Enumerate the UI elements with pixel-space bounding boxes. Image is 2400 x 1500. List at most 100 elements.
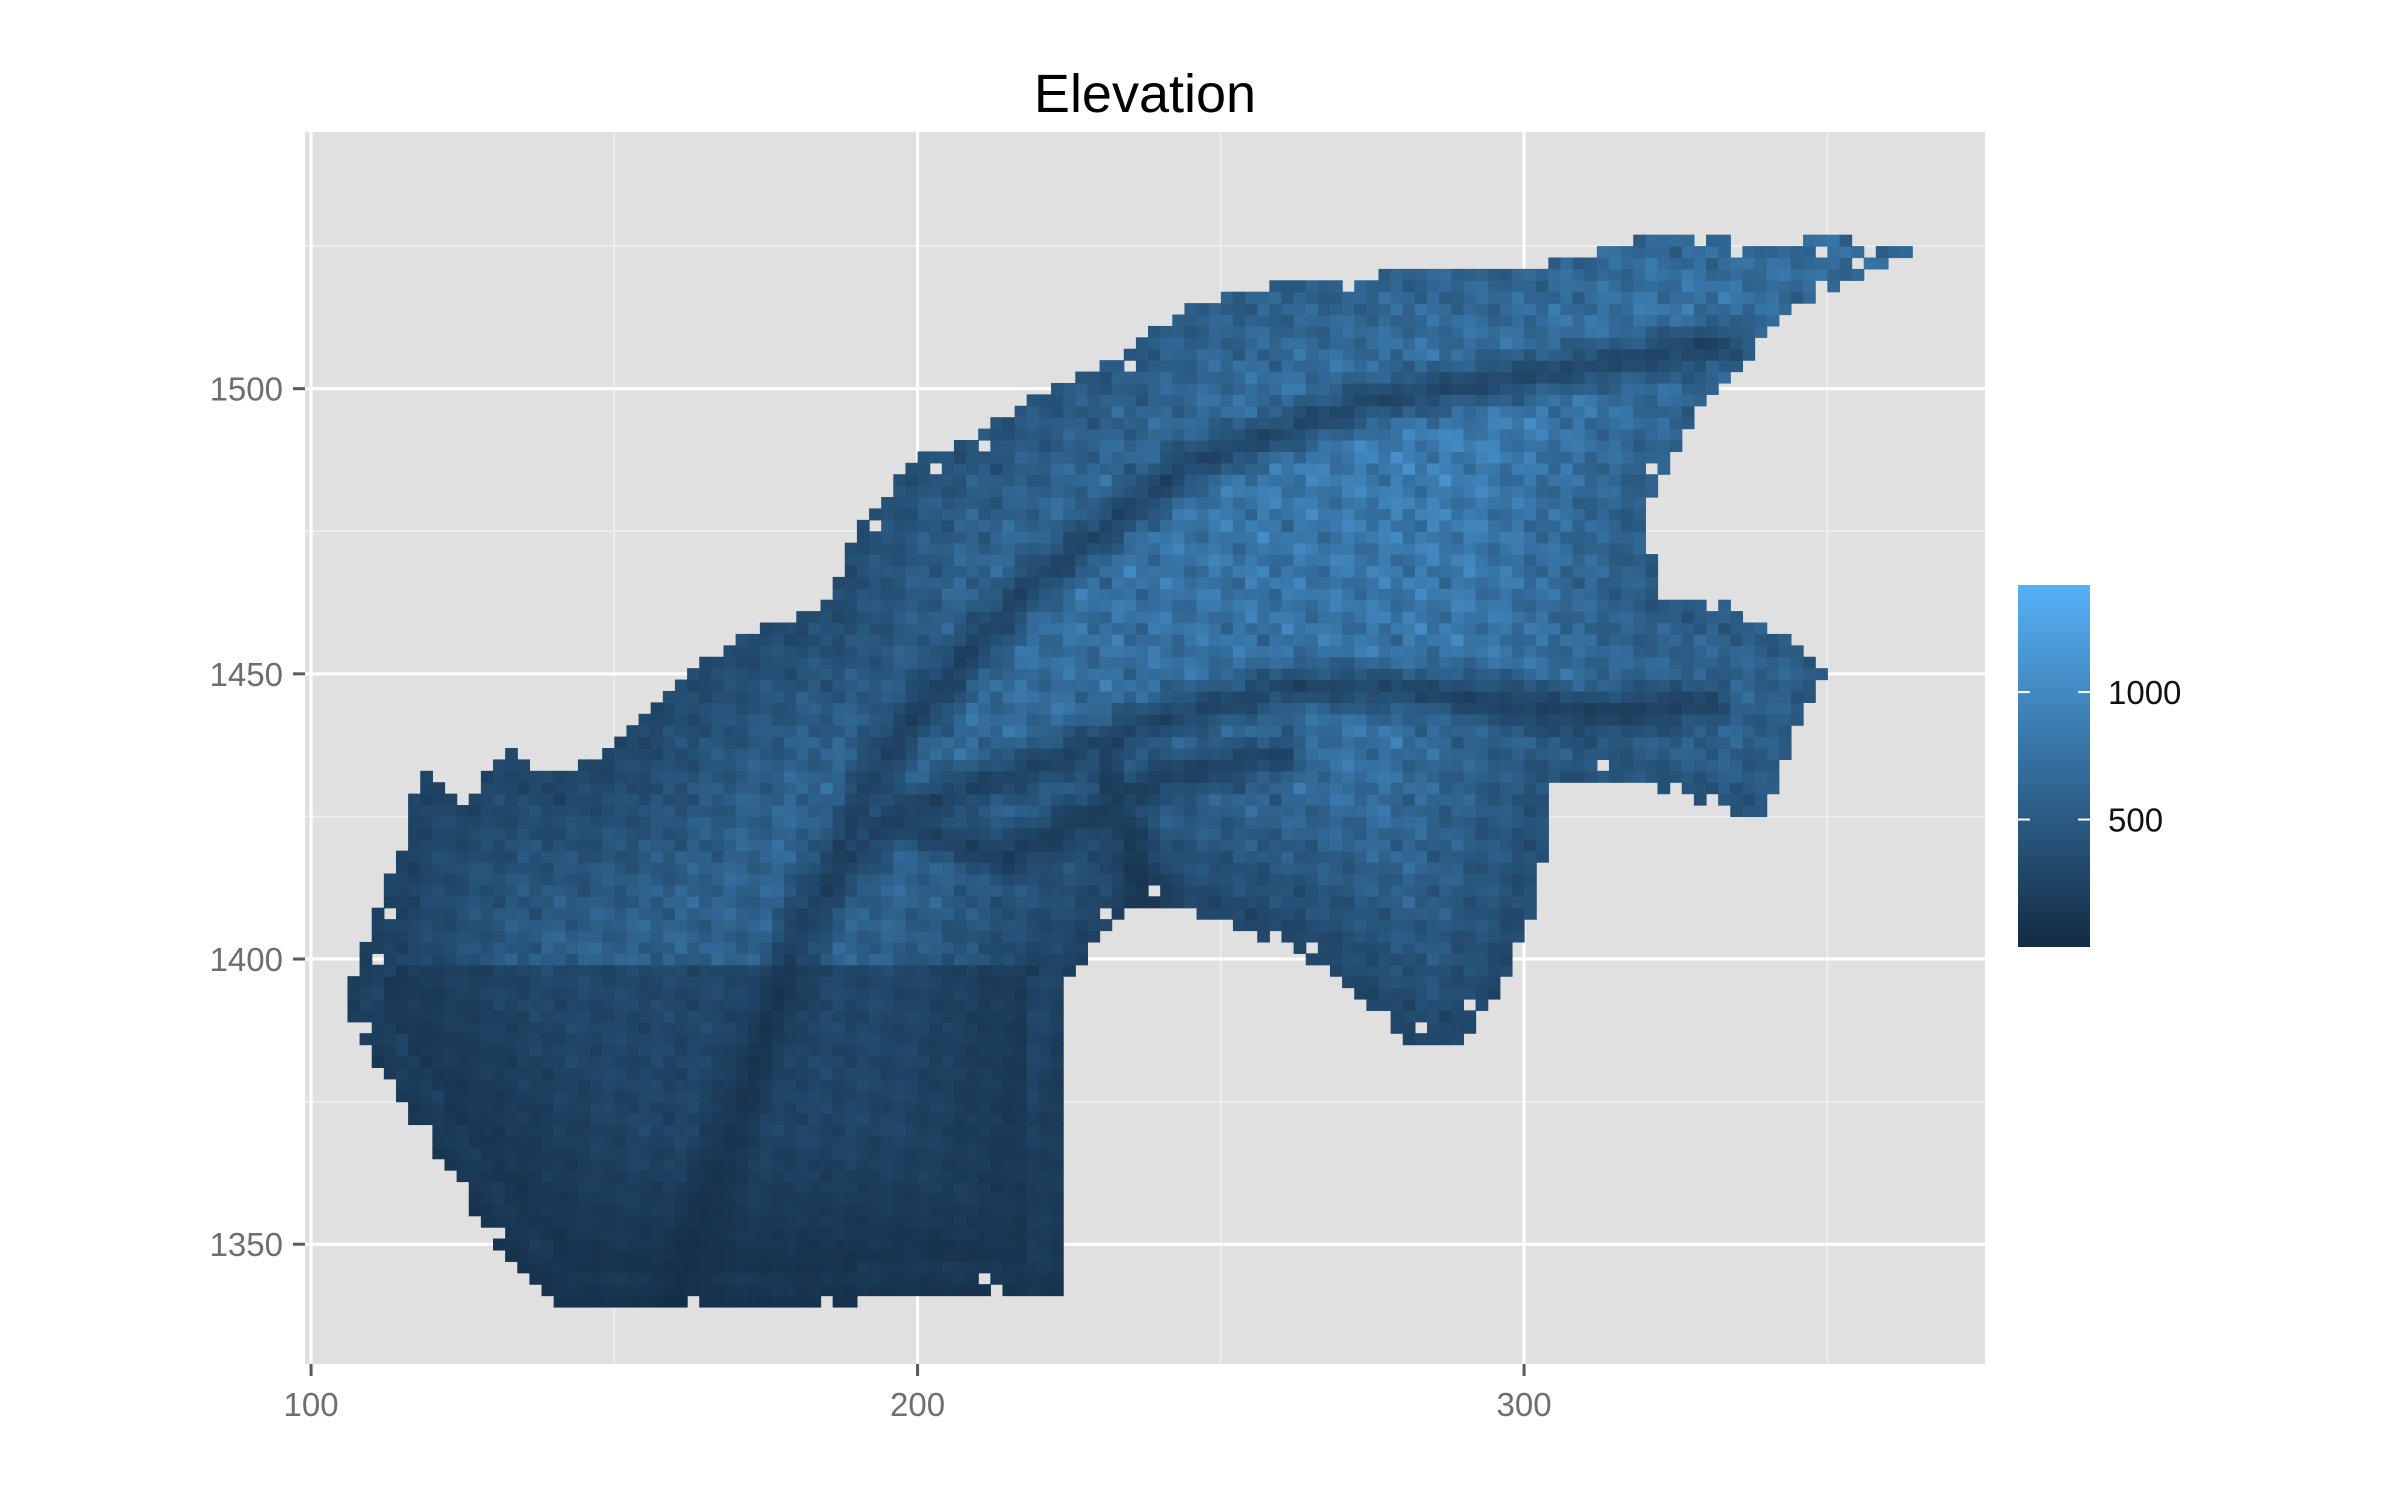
raster-cell [893,873,907,886]
raster-cell [1026,736,1040,749]
raster-cell [905,1090,919,1103]
raster-cell [1329,474,1343,487]
raster-cell [1038,417,1052,430]
raster-cell [917,1044,931,1057]
raster-cell [796,1227,809,1240]
raster-cell [808,713,822,726]
raster-cell [1427,622,1440,635]
raster-cell [1439,884,1452,897]
raster-cell [650,1181,664,1194]
raster-cell [1354,953,1367,966]
raster-cell [893,576,907,589]
raster-cell [1232,485,1246,498]
raster-cell [650,873,664,886]
raster-cell [747,702,761,715]
raster-cell [590,1181,603,1194]
raster-cell [1293,360,1307,373]
raster-cell [929,519,943,532]
raster-cell [1014,451,1028,464]
raster-cell [759,1044,773,1057]
raster-cell [747,827,761,840]
raster-cell [577,1181,591,1194]
raster-cell [820,690,834,703]
raster-cell [941,611,955,624]
raster-cell [1038,588,1052,601]
raster-cell [674,1284,688,1297]
raster-cell [1293,919,1307,932]
raster-cell [1135,519,1149,532]
raster-cell [1317,633,1331,646]
raster-cell [820,839,834,852]
raster-cell [541,1010,555,1023]
raster-cell [735,713,749,726]
raster-cell [759,748,773,761]
raster-cell [953,1135,967,1148]
raster-cell [687,896,700,909]
raster-cell [1354,805,1367,818]
raster-cell [784,1272,797,1285]
raster-cell [1135,839,1149,852]
raster-cell [1427,827,1440,840]
raster-cell [711,907,725,920]
raster-cell [1220,759,1234,772]
raster-cell [1378,508,1392,521]
raster-cell [687,1181,700,1194]
raster-cell [990,919,1004,932]
raster-cell [1293,371,1307,384]
raster-cell [626,1249,640,1262]
raster-cell [444,964,458,977]
raster-cell [784,816,797,829]
raster-cell [577,953,591,966]
raster-cell [966,1227,979,1240]
raster-cell [844,622,858,635]
raster-cell [541,1021,555,1034]
raster-cell [1414,291,1428,304]
raster-cell [723,862,737,875]
raster-cell [1329,611,1343,624]
raster-cell [1366,873,1380,886]
raster-cell [941,531,955,544]
raster-cell [1050,713,1064,726]
raster-cell [1269,428,1283,441]
raster-cell [1026,428,1040,441]
raster-cell [1172,576,1186,589]
raster-cell [881,1113,894,1126]
raster-cell [1002,964,1016,977]
raster-cell [953,611,967,624]
raster-cell [699,1284,712,1297]
raster-cell [1075,941,1088,954]
raster-cell [650,919,664,932]
raster-cell [626,1078,640,1091]
raster-cell [395,1067,409,1080]
raster-cell [602,884,615,897]
raster-cell [602,1067,615,1080]
raster-cell [517,1078,531,1091]
raster-cell [990,816,1004,829]
raster-cell [1002,1147,1016,1160]
raster-cell [1002,1021,1016,1034]
raster-cell [893,782,907,795]
raster-cell [1317,793,1331,806]
raster-cell [517,862,531,875]
raster-cell [577,1170,591,1183]
raster-cell [759,930,773,943]
raster-cell [953,519,967,532]
raster-cell [1184,805,1198,818]
raster-cell [917,964,931,977]
raster-cell [456,1090,470,1103]
raster-cell [808,987,822,1000]
raster-cell [517,884,531,897]
raster-cell [917,1101,931,1114]
raster-cell [638,862,652,875]
raster-cell [1038,576,1052,589]
raster-cell [1329,862,1343,875]
raster-cell [1014,1170,1028,1183]
raster-cell [869,725,882,738]
raster-cell [1148,462,1161,475]
raster-cell [990,519,1004,532]
raster-cell [978,827,991,840]
raster-cell [711,748,725,761]
raster-cell [1196,770,1210,783]
raster-cell [456,976,470,989]
raster-cell [1281,519,1295,532]
